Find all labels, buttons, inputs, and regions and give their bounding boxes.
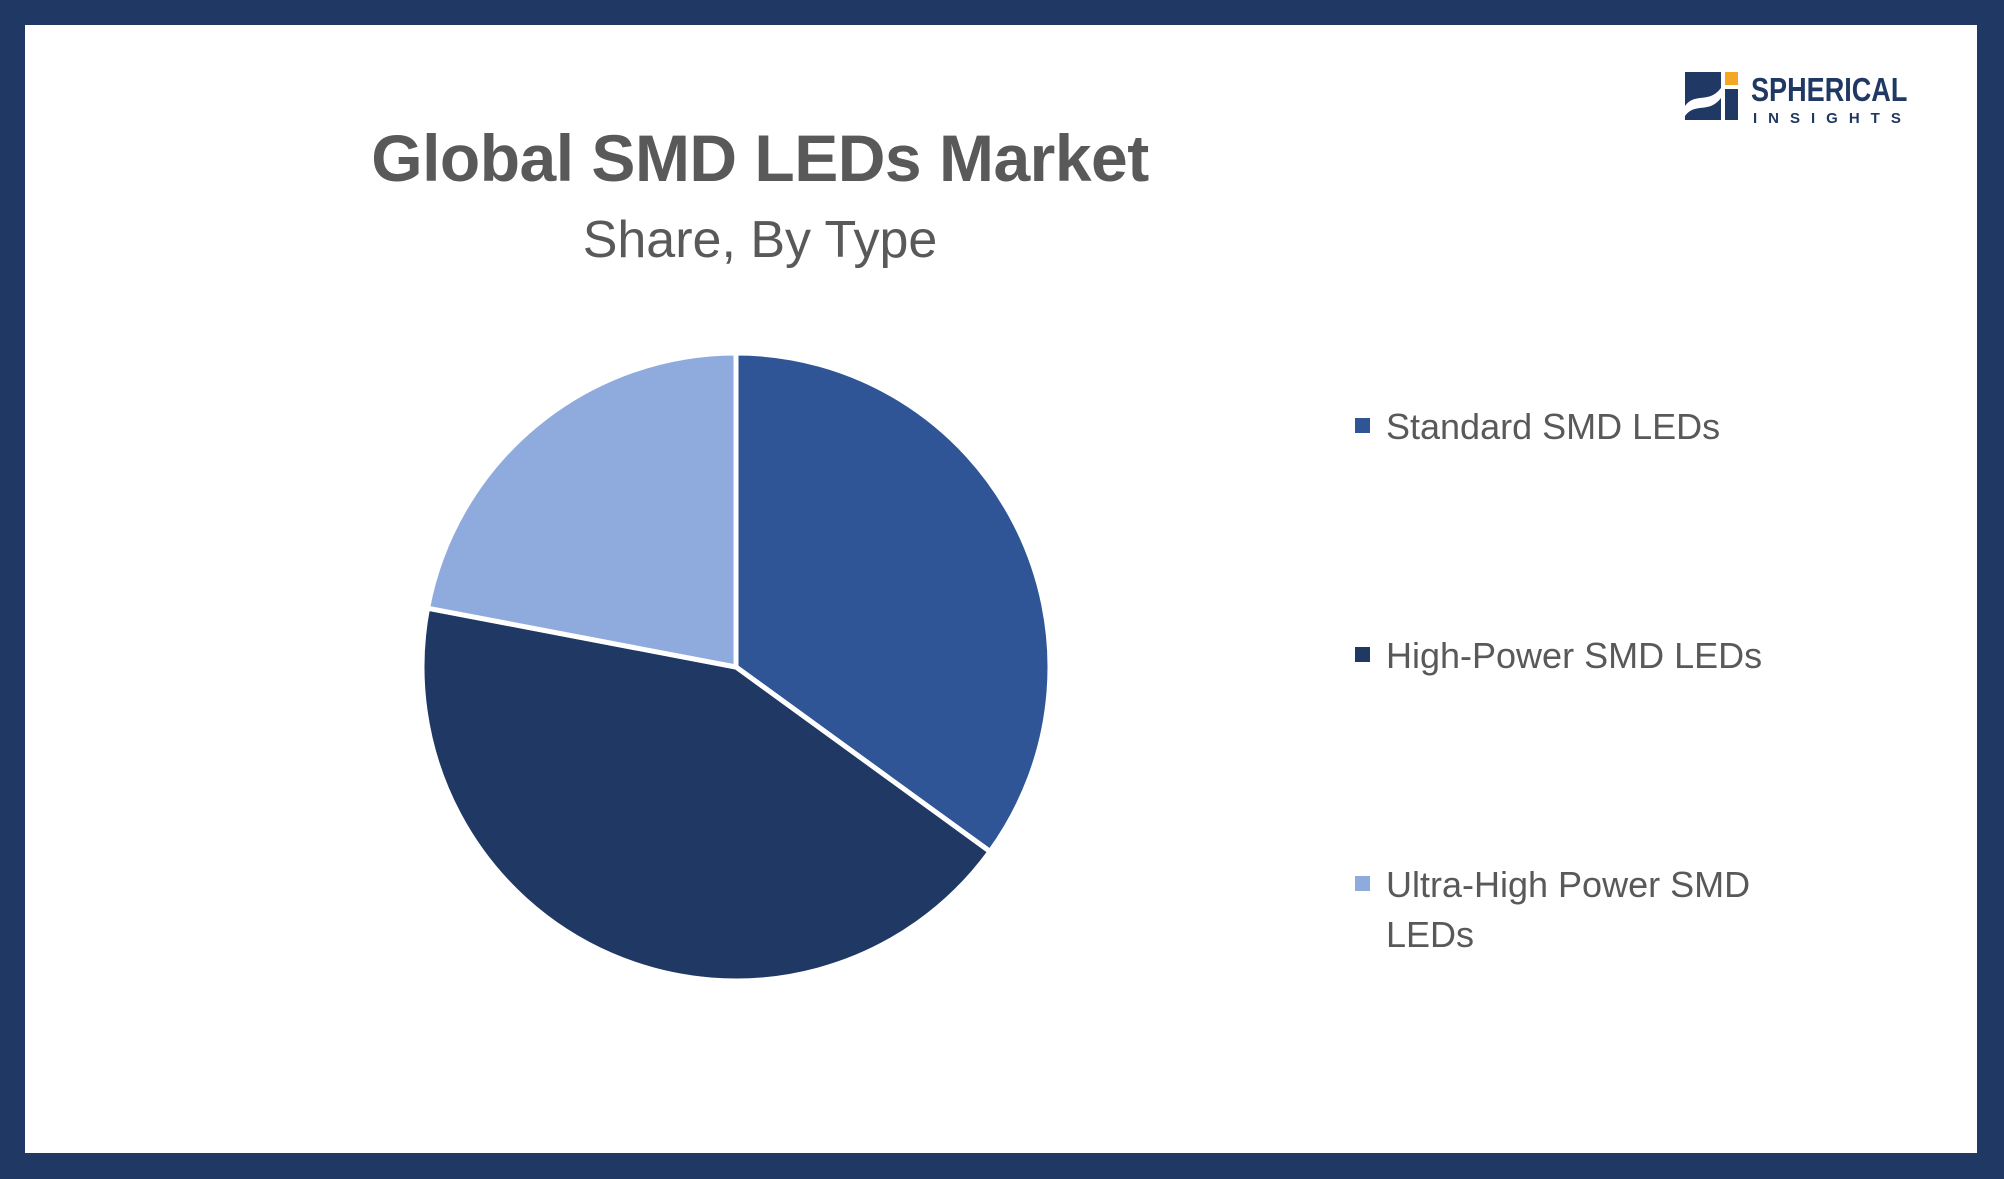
pie-chart <box>419 350 1053 984</box>
legend-swatch-standard <box>1355 418 1370 433</box>
logo-mark-icon <box>1685 72 1738 120</box>
legend-swatch-ultra-high-power <box>1355 876 1370 891</box>
logo-name: SPHERICAL <box>1751 71 1908 108</box>
pie-slice-ultra-high-power-smd-leds <box>425 350 739 670</box>
legend-label-ultra-high-power: Ultra-High Power SMD LEDs <box>1386 864 1751 955</box>
legend-label-high-power: High-Power SMD LEDs <box>1386 635 1763 676</box>
legend-swatch-high-power <box>1355 647 1370 662</box>
chart-subtitle: Share, By Type <box>582 211 938 269</box>
pie-slice-high-power-smd-leds <box>419 605 993 984</box>
legend-label-standard: Standard SMD LEDs <box>1386 406 1721 447</box>
chart-panel: Global SMD LEDs Market Share, By Type St… <box>25 25 1977 1153</box>
spherical-insights-logo: SPHERICAL INSIGHTS <box>1685 70 1935 130</box>
chart-title: Global SMD LEDs Market <box>371 121 1149 195</box>
logo-tagline: INSIGHTS <box>1753 110 1912 127</box>
pie-slice-standard-smd-leds <box>733 350 1053 855</box>
